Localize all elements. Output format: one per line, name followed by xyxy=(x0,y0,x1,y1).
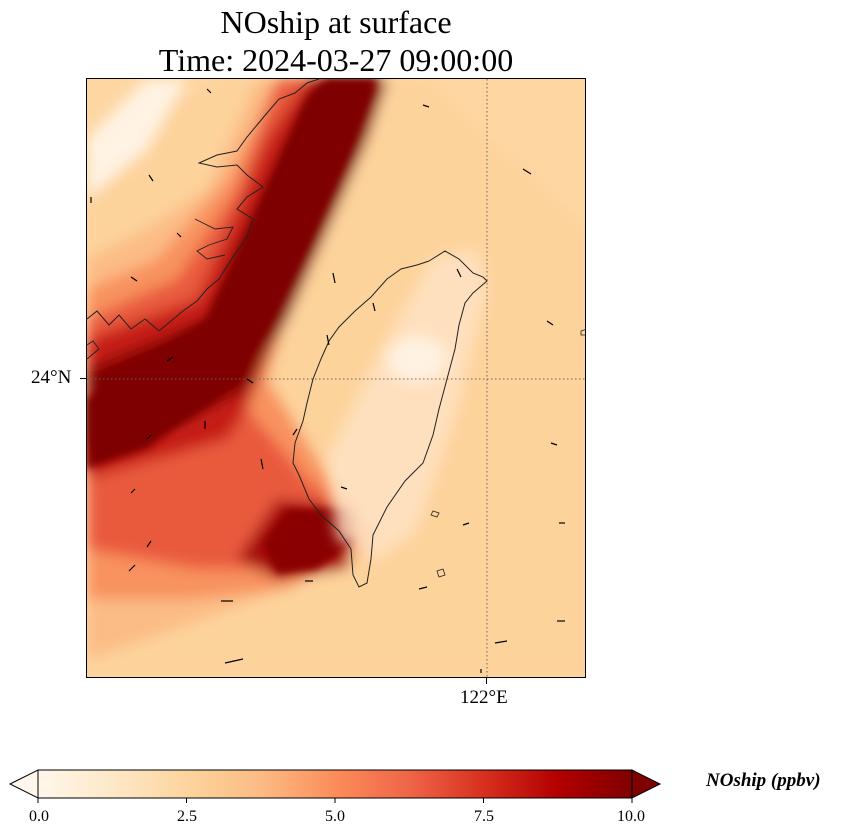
colorbar-tick-3: 7.5 xyxy=(474,808,494,825)
wind-vectors xyxy=(90,88,565,673)
map-title-line-1: NOship at surface xyxy=(220,4,452,40)
latitude-tick xyxy=(80,378,86,379)
colorbar-tick-0: 0.0 xyxy=(29,808,49,825)
colorbar-tick-2: 5.0 xyxy=(325,808,345,825)
colorbar-tick-1: 2.5 xyxy=(177,808,197,825)
longitude-label: 122°E xyxy=(460,687,508,708)
colorbar-extend-min xyxy=(8,769,39,799)
map-panel xyxy=(86,78,586,678)
latitude-label: 24°N xyxy=(31,367,72,388)
map-title-line-2: Time: 2024-03-27 09:00:00 xyxy=(158,42,514,78)
taiwan-coastline xyxy=(292,250,488,588)
mainland-coastline xyxy=(87,79,320,332)
concentration-map xyxy=(87,79,585,677)
colorbar-extend-max xyxy=(631,769,662,799)
longitude-tick xyxy=(486,678,487,684)
colorbar xyxy=(8,769,662,803)
island-low-values xyxy=(327,249,487,559)
colorbar-ticks xyxy=(37,798,633,803)
colorbar-tick-4: 10.0 xyxy=(617,808,645,825)
colorbar-label: NOship (ppbv) xyxy=(706,770,821,791)
colorbar-gradient xyxy=(37,769,633,799)
